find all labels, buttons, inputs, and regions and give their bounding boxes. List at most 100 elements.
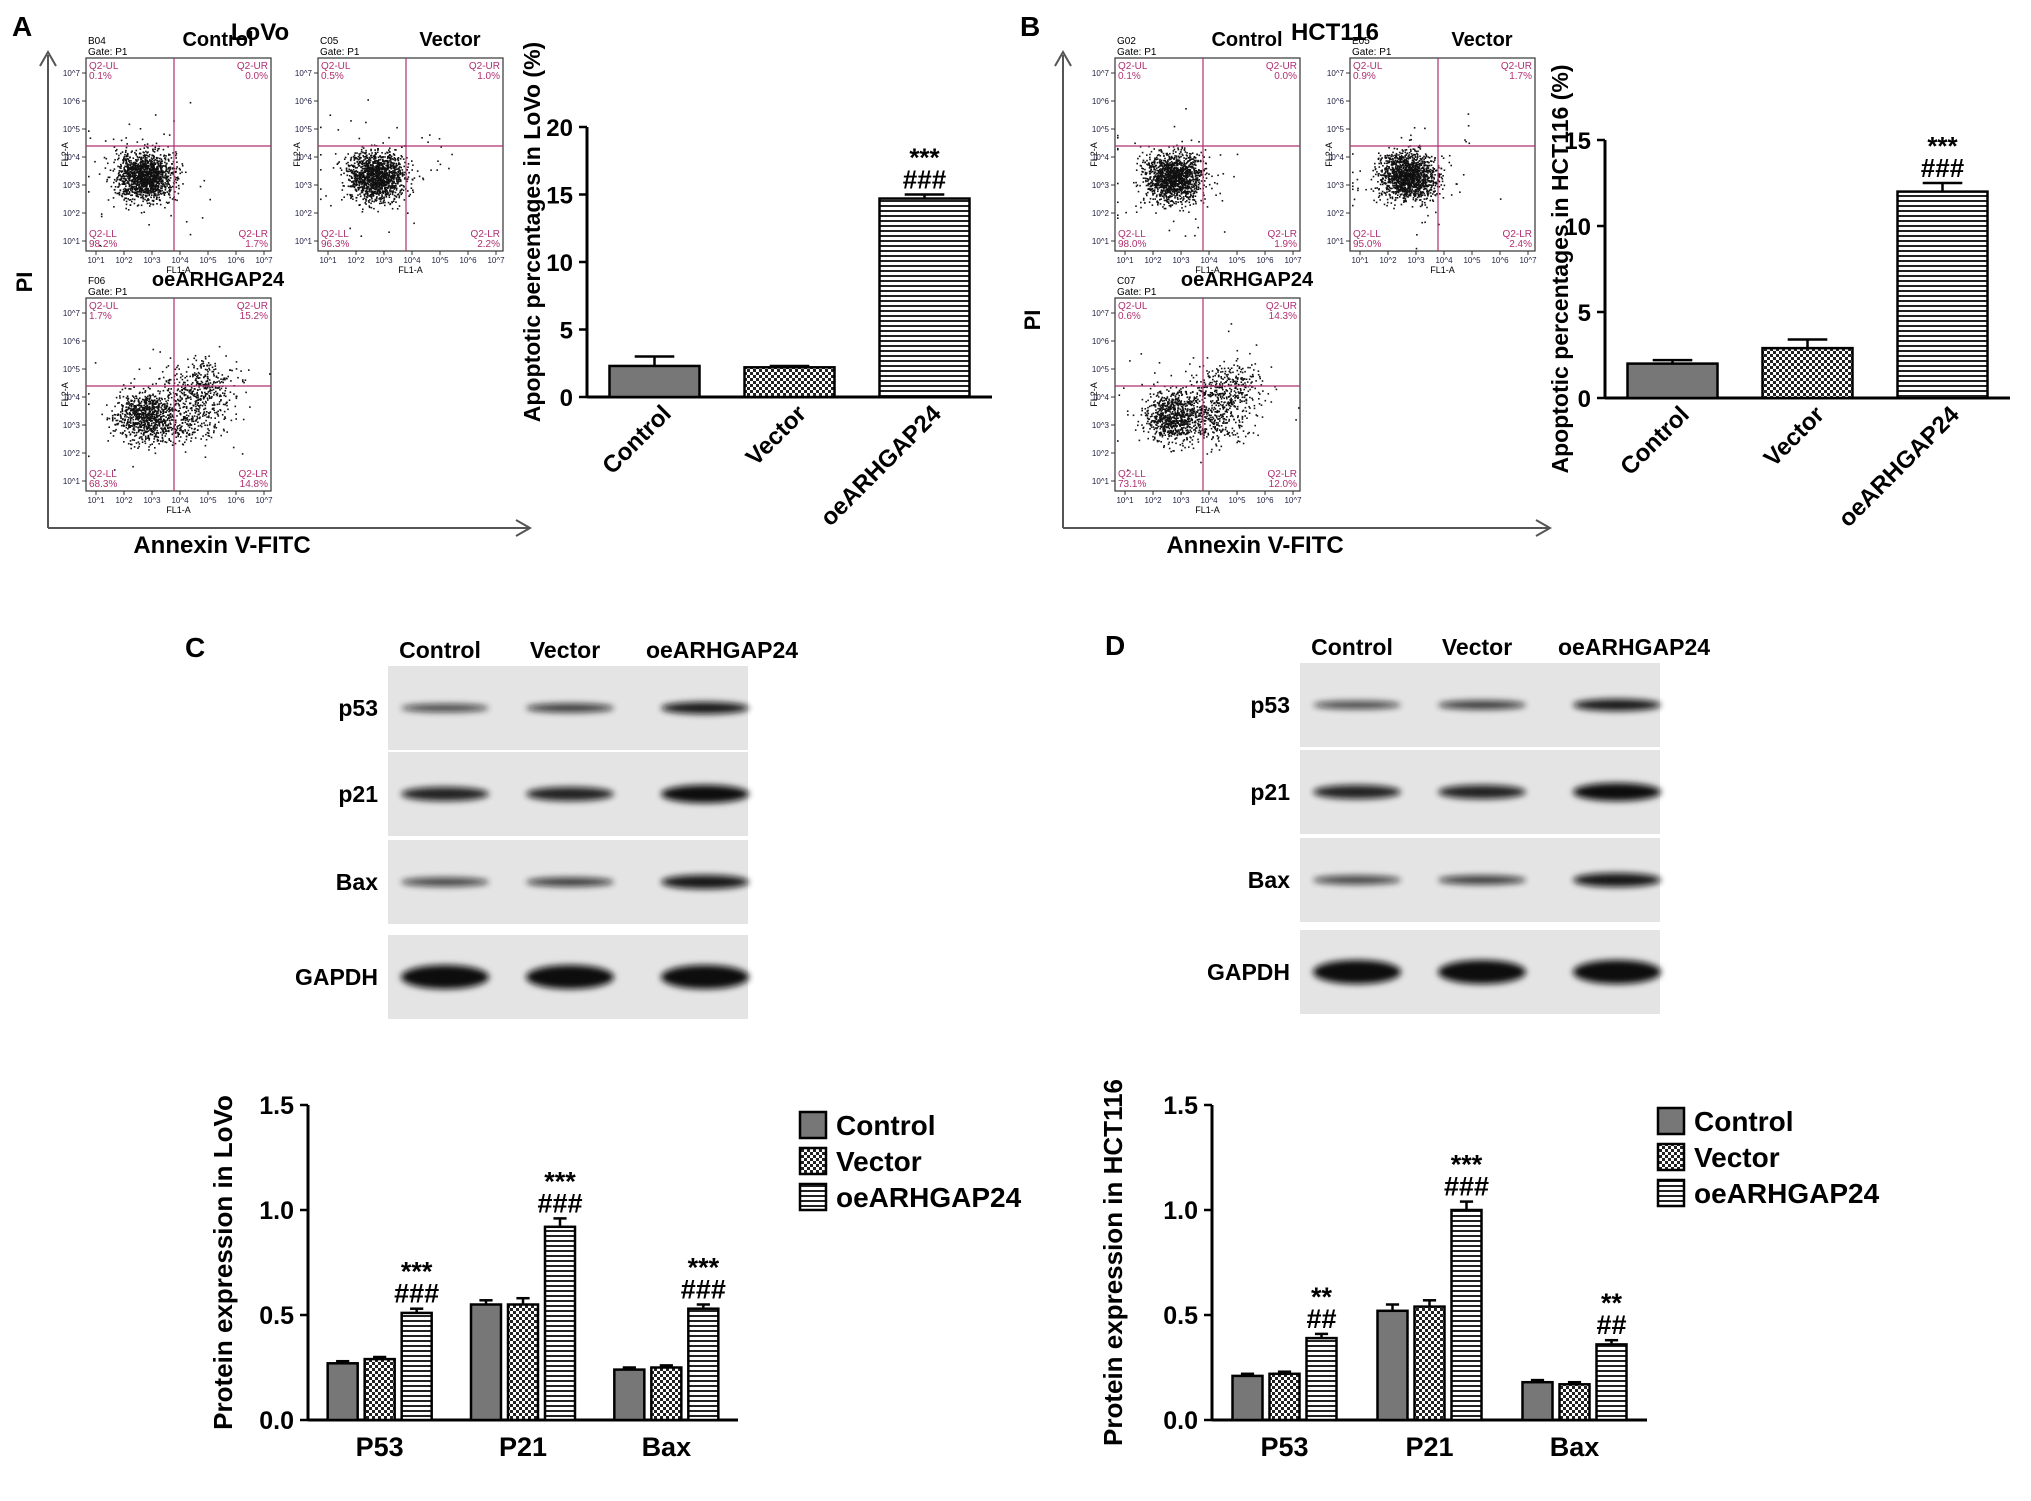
blot-band xyxy=(1313,875,1401,885)
flow-quadrant-percent: 14.3% xyxy=(1269,311,1297,322)
flow-y-channel: FL2-A xyxy=(1324,142,1334,167)
flow-x-tick-label: 10^7 xyxy=(1284,496,1302,505)
significance-label: ** ## xyxy=(1306,1282,1336,1334)
flow-quadrant-name: Q2-LR xyxy=(1268,229,1297,240)
significance-label: *** ### xyxy=(537,1166,582,1218)
flow-frame-b xyxy=(1054,49,1553,537)
blot-band xyxy=(1313,701,1401,709)
blot-lane-label: oeARHGAP24 xyxy=(1558,634,1710,660)
flow-y-tick-label: 10^2 xyxy=(295,209,313,218)
flow-plot-title: oeARHGAP24 xyxy=(1181,269,1314,291)
blot-band xyxy=(661,702,749,714)
bar xyxy=(506,1303,540,1422)
flow-quadrant-name: Q2-LL xyxy=(89,469,117,480)
flow-y-tick-label: 10^6 xyxy=(1092,97,1110,106)
flow-y-tick-label: 10^5 xyxy=(295,125,313,134)
blot-band xyxy=(1573,699,1661,711)
flow-y-tick-label: 10^2 xyxy=(63,449,81,458)
blot-protein-label: GAPDH xyxy=(295,964,378,990)
flow-quadrant-name: Q2-UR xyxy=(1266,61,1297,72)
flow-events xyxy=(320,99,453,237)
flow-events xyxy=(1352,113,1502,250)
flow-quadrant-name: Q2-LR xyxy=(1503,229,1532,240)
y-tick-label: 15 xyxy=(1564,128,1591,155)
flow-quadrant-percent: 0.5% xyxy=(321,71,344,82)
flow-quadrant-percent: 95.0% xyxy=(1353,239,1381,250)
legend: Control Vector oeARHGAP24 xyxy=(798,1110,1022,1213)
x-tick-label: Bax xyxy=(1550,1432,1600,1462)
flow-x-axis-label-b: Annexin V-FITC xyxy=(1166,532,1343,559)
blot-band xyxy=(401,704,489,712)
flow-y-tick-label: 10^7 xyxy=(1092,309,1110,318)
flow-y-channel: FL2-A xyxy=(60,382,70,407)
flow-x-tick-label: 10^2 xyxy=(1379,256,1397,265)
flow-quadrant-name: Q2-LL xyxy=(321,229,349,240)
flow-quadrant-name: Q2-LR xyxy=(239,229,268,240)
flow-quadrant-name: Q2-UR xyxy=(1266,301,1297,312)
flow-x-tick-label: 10^3 xyxy=(1172,256,1190,265)
y-tick-label: 0.0 xyxy=(259,1407,294,1435)
western-blot-lovo: Control Vector oeARHGAP24 p53 p21 Bax GAPDH xyxy=(295,637,798,1019)
x-tick-label: P53 xyxy=(356,1432,404,1462)
significance-label: *** ### xyxy=(903,143,947,195)
flow-quadrant-name: Q2-LR xyxy=(471,229,500,240)
flow-x-tick-label: 10^6 xyxy=(1491,256,1509,265)
flow-y-tick-label: 10^7 xyxy=(63,309,81,318)
flow-quadrant-percent: 0.9% xyxy=(1353,71,1376,82)
bar xyxy=(1521,1380,1554,1422)
blot-band xyxy=(401,965,489,989)
flow-quadrant-percent: 1.7% xyxy=(245,239,268,250)
legend-swatch xyxy=(1656,1178,1686,1208)
flow-y-tick-label: 10^6 xyxy=(1327,97,1345,106)
western-blots: Control Vector oeARHGAP24p53p21BaxGAPDHCon… xyxy=(295,634,1710,1019)
significance-label: *** ### xyxy=(1921,131,1965,183)
flow-quadrant-name: Q2-UR xyxy=(469,61,500,72)
bar xyxy=(363,1357,396,1422)
flow-quadrant-percent: 96.3% xyxy=(321,239,349,250)
flow-x-channel: FL1-A xyxy=(398,265,423,275)
cell-line-title-hct116: HCT116 xyxy=(1291,19,1379,46)
flow-gate-label: Gate: P1 xyxy=(1352,47,1392,58)
blot-band xyxy=(1438,700,1526,710)
flow-quadrant-percent: 1.7% xyxy=(89,311,112,322)
flow-x-tick-label: 10^1 xyxy=(1116,256,1134,265)
flow-x-axis-label-a: Annexin V-FITC xyxy=(133,532,310,559)
flow-quadrant-name: Q2-UL xyxy=(321,61,351,72)
flow-y-channel: FL2-A xyxy=(60,142,70,167)
blot-band xyxy=(661,965,749,989)
y-axis-title: Protein expression in LoVo xyxy=(208,1095,238,1430)
flow-x-tick-label: 10^2 xyxy=(1144,496,1162,505)
flow-y-tick-label: 10^2 xyxy=(63,209,81,218)
flow-sample-id: G02 xyxy=(1117,36,1136,47)
legend-label: Control xyxy=(836,1110,936,1141)
y-tick-label: 1.0 xyxy=(259,1197,294,1225)
flow-quadrant-percent: 0.6% xyxy=(1118,311,1141,322)
bar xyxy=(878,197,971,399)
flow-plot-title: Vector xyxy=(1451,29,1512,51)
significance-label: *** ### xyxy=(394,1257,439,1309)
flow-y-tick-label: 10^2 xyxy=(1327,209,1345,218)
flow-y-tick-label: 10^5 xyxy=(1092,365,1110,374)
flow-x-tick-label: 10^2 xyxy=(347,256,365,265)
flow-gate-label: Gate: P1 xyxy=(88,47,128,58)
flow-quadrant-percent: 98.0% xyxy=(1118,239,1146,250)
flow-quadrant-percent: 0.0% xyxy=(1274,71,1297,82)
blot-band xyxy=(401,877,489,887)
flow-quadrant-name: Q2-UL xyxy=(89,301,119,312)
flow-quadrant-percent: 2.4% xyxy=(1509,239,1532,250)
y-axis-title: Apoptotic percentages in LoVo (%) xyxy=(519,42,545,422)
bar xyxy=(1450,1208,1483,1422)
bar xyxy=(326,1362,359,1422)
flow-y-tick-label: 10^4 xyxy=(295,153,313,162)
flow-quadrant-name: Q2-LR xyxy=(1268,469,1297,480)
flow-quadrant-percent: 0.0% xyxy=(245,71,268,82)
flow-plot-title: oeARHGAP24 xyxy=(152,269,285,291)
flow-x-tick-label: 10^4 xyxy=(171,256,189,265)
blot-band xyxy=(1313,785,1401,799)
flow-y-tick-label: 10^1 xyxy=(1092,237,1110,246)
flow-x-tick-label: 10^7 xyxy=(1284,256,1302,265)
flow-quadrant-name: Q2-UR xyxy=(1501,61,1532,72)
x-tick-label: oeARHGAP24 xyxy=(815,400,947,532)
